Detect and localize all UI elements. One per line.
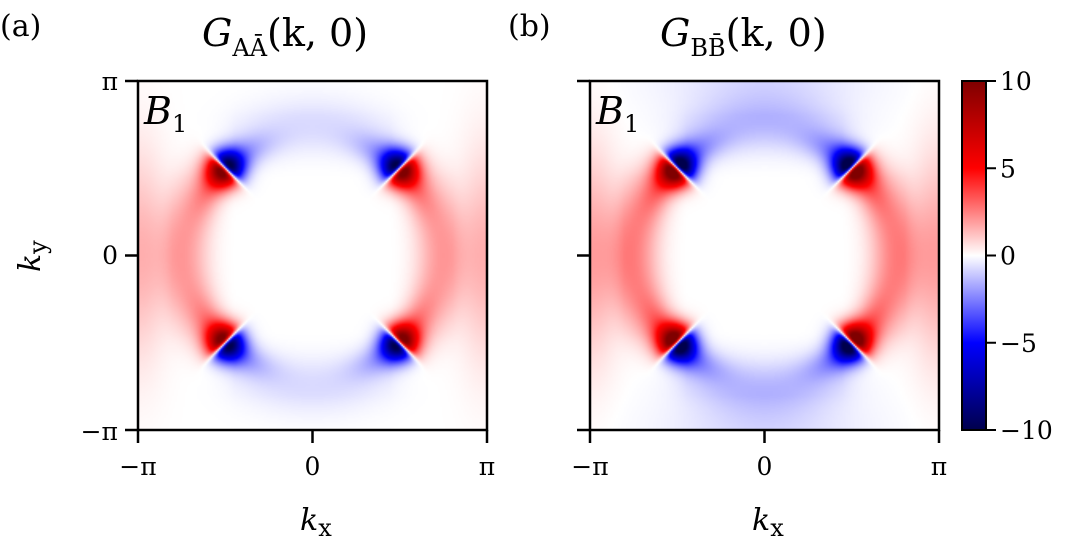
panel-b-title: GBB̄(k, 0) <box>660 11 827 62</box>
panel-b-title-args: (k, 0) <box>726 11 827 55</box>
panel-b-label: (b) <box>508 9 551 44</box>
heatmap-b-image <box>590 81 939 430</box>
panel-a-inset-label: B1 <box>143 89 187 138</box>
colorbar-ticks: 10 5 0 −5 −10 <box>986 67 1053 445</box>
panel-a-title-main: G <box>202 11 232 55</box>
colorbar-tick-label: 5 <box>1000 154 1016 183</box>
colorbar-tick-label: −5 <box>1000 329 1037 358</box>
colorbar: 10 5 0 −5 −10 <box>961 67 1053 445</box>
colorbar-tick-label: −10 <box>1000 416 1053 445</box>
panel-b-inset-label: B1 <box>595 89 639 138</box>
colorbar-tick-label: 10 <box>1000 67 1032 96</box>
panel-b-xlabel: kx <box>752 503 784 542</box>
panel-b-title-subscript: BB̄ <box>690 34 725 62</box>
panel-a-xtick-label-left: −π <box>119 452 156 481</box>
panel-a-inset-main: B <box>143 89 172 133</box>
panel-a-ytick-label-top: π <box>102 67 118 96</box>
panel-a-ytick-label-mid: 0 <box>102 241 118 270</box>
panel-a-title: GAĀ(k, 0) <box>202 11 368 62</box>
panel-b-inset-subscript: 1 <box>624 110 639 138</box>
panel-a-xlabel-main: k <box>300 503 318 538</box>
panel-a-ytick-label-bottom: −π <box>81 417 118 446</box>
panel-b: (b) GBB̄(k, 0) B1 −π 0 π kx <box>508 9 947 542</box>
panel-a-ylabel-subscript: y <box>24 240 52 255</box>
panel-b-inset-main: B <box>595 89 624 133</box>
panel-a-xtick-label-right: π <box>479 452 495 481</box>
colorbar-fill <box>962 81 986 430</box>
panel-a-inset-subscript: 1 <box>172 110 187 138</box>
panel-a-label: (a) <box>0 9 41 44</box>
panel-a-title-subscript: AĀ <box>231 34 267 62</box>
panel-a-xlabel-subscript: x <box>318 514 332 542</box>
panel-a-xlabel: kx <box>300 503 332 542</box>
panel-a: (a) GAĀ(k, 0) B1 π 0 −π −π 0 π kx ky <box>0 9 495 542</box>
panel-a-ylabel: ky <box>13 240 52 272</box>
colorbar-tick-label: 0 <box>1000 242 1016 271</box>
panel-b-xlabel-subscript: x <box>770 514 784 542</box>
panel-a-title-args: (k, 0) <box>267 11 368 55</box>
panel-a-ylabel-main: k <box>13 254 48 272</box>
panel-b-xtick-label-mid: 0 <box>757 452 773 481</box>
panel-b-xlabel-main: k <box>752 503 770 538</box>
panel-b-xtick-label-left: −π <box>571 452 608 481</box>
panel-b-xtick-label-right: π <box>931 452 947 481</box>
panel-a-xtick-label-mid: 0 <box>305 452 321 481</box>
panel-b-title-main: G <box>660 11 690 55</box>
heatmap-a-image <box>138 81 487 430</box>
